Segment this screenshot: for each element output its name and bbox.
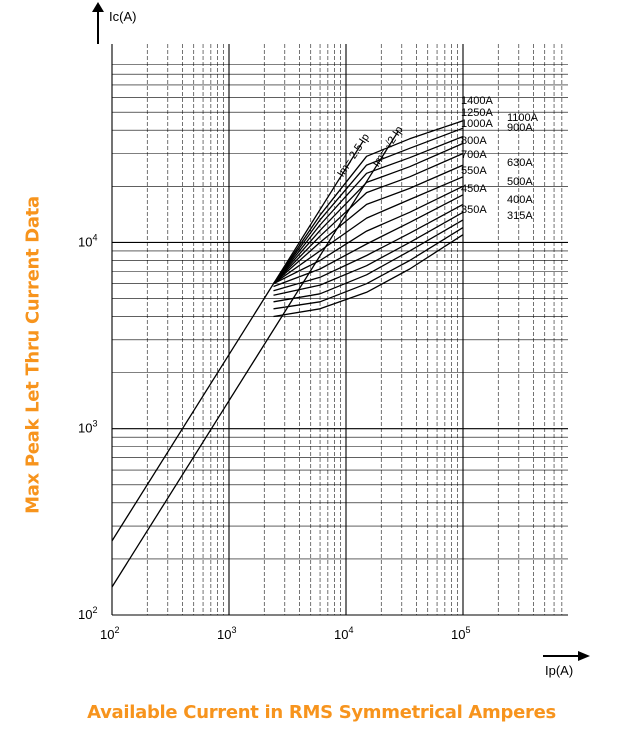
curve-label: 400A bbox=[507, 194, 533, 206]
x-tick-label: 103 bbox=[217, 625, 236, 642]
curve-1400A bbox=[272, 120, 464, 285]
curve-900A bbox=[273, 152, 464, 285]
reference-line bbox=[111, 140, 364, 542]
curve-label: 315A bbox=[507, 210, 533, 222]
x-tick-exponent: 4 bbox=[348, 625, 353, 635]
curve-label: 630A bbox=[507, 157, 533, 169]
curve-630A bbox=[273, 185, 464, 285]
y-tick-label: 103 bbox=[78, 419, 97, 436]
y-tick-exponent: 3 bbox=[92, 419, 97, 429]
curve-label: 700A bbox=[461, 149, 487, 161]
x-tick-exponent: 5 bbox=[465, 625, 470, 635]
curve-1250A bbox=[272, 127, 464, 285]
reference-line-label: Im= √2 Ip bbox=[370, 124, 405, 169]
curve-label: 1250A bbox=[461, 107, 493, 119]
y-tick-label: 102 bbox=[78, 605, 97, 622]
curve-315A bbox=[273, 234, 464, 318]
x-axis-title: Ip(A) bbox=[545, 663, 573, 678]
curve-label: 350A bbox=[461, 204, 487, 216]
curve-label: 1100A bbox=[507, 112, 539, 124]
curve-500A bbox=[273, 203, 464, 292]
curve-label: 900A bbox=[507, 122, 533, 134]
curve-label: 450A bbox=[461, 183, 487, 195]
x-tick-exponent: 3 bbox=[231, 625, 236, 635]
curve-700A bbox=[273, 176, 464, 285]
curve-label: 550A bbox=[461, 165, 487, 177]
curve-label: 500A bbox=[507, 176, 533, 188]
x-tick-label: 102 bbox=[100, 625, 119, 642]
y-caption: Max Peak Let Thru Current Data bbox=[22, 196, 44, 514]
y-tick-label: 104 bbox=[78, 232, 97, 249]
curve-label: 1400A bbox=[461, 95, 493, 107]
y-tick-exponent: 2 bbox=[92, 605, 97, 615]
y-tick-exponent: 4 bbox=[92, 232, 97, 242]
x-caption: Available Current in RMS Symmetrical Amp… bbox=[87, 702, 556, 723]
curve-800A bbox=[273, 164, 464, 285]
curve-1000A bbox=[273, 142, 464, 285]
y-axis-arrowhead bbox=[92, 2, 104, 12]
y-axis-title: Ic(A) bbox=[109, 9, 136, 24]
axes: Ic(A) Ip(A) bbox=[92, 2, 590, 678]
reference-line bbox=[111, 130, 399, 588]
x-tick-exponent: 2 bbox=[114, 625, 119, 635]
curve-400A bbox=[273, 219, 464, 303]
x-axis-arrowhead bbox=[578, 651, 590, 661]
curve-550A bbox=[273, 194, 464, 288]
x-tick-label: 104 bbox=[334, 625, 353, 642]
curve-350A bbox=[273, 227, 464, 310]
curve-label: 800A bbox=[461, 135, 487, 147]
x-tick-label: 105 bbox=[451, 625, 470, 642]
curve-1100A bbox=[272, 135, 464, 285]
curve-label: 1000A bbox=[461, 118, 493, 130]
grid bbox=[111, 44, 568, 616]
curve-450A bbox=[273, 211, 464, 296]
fuse-curves bbox=[272, 120, 464, 318]
